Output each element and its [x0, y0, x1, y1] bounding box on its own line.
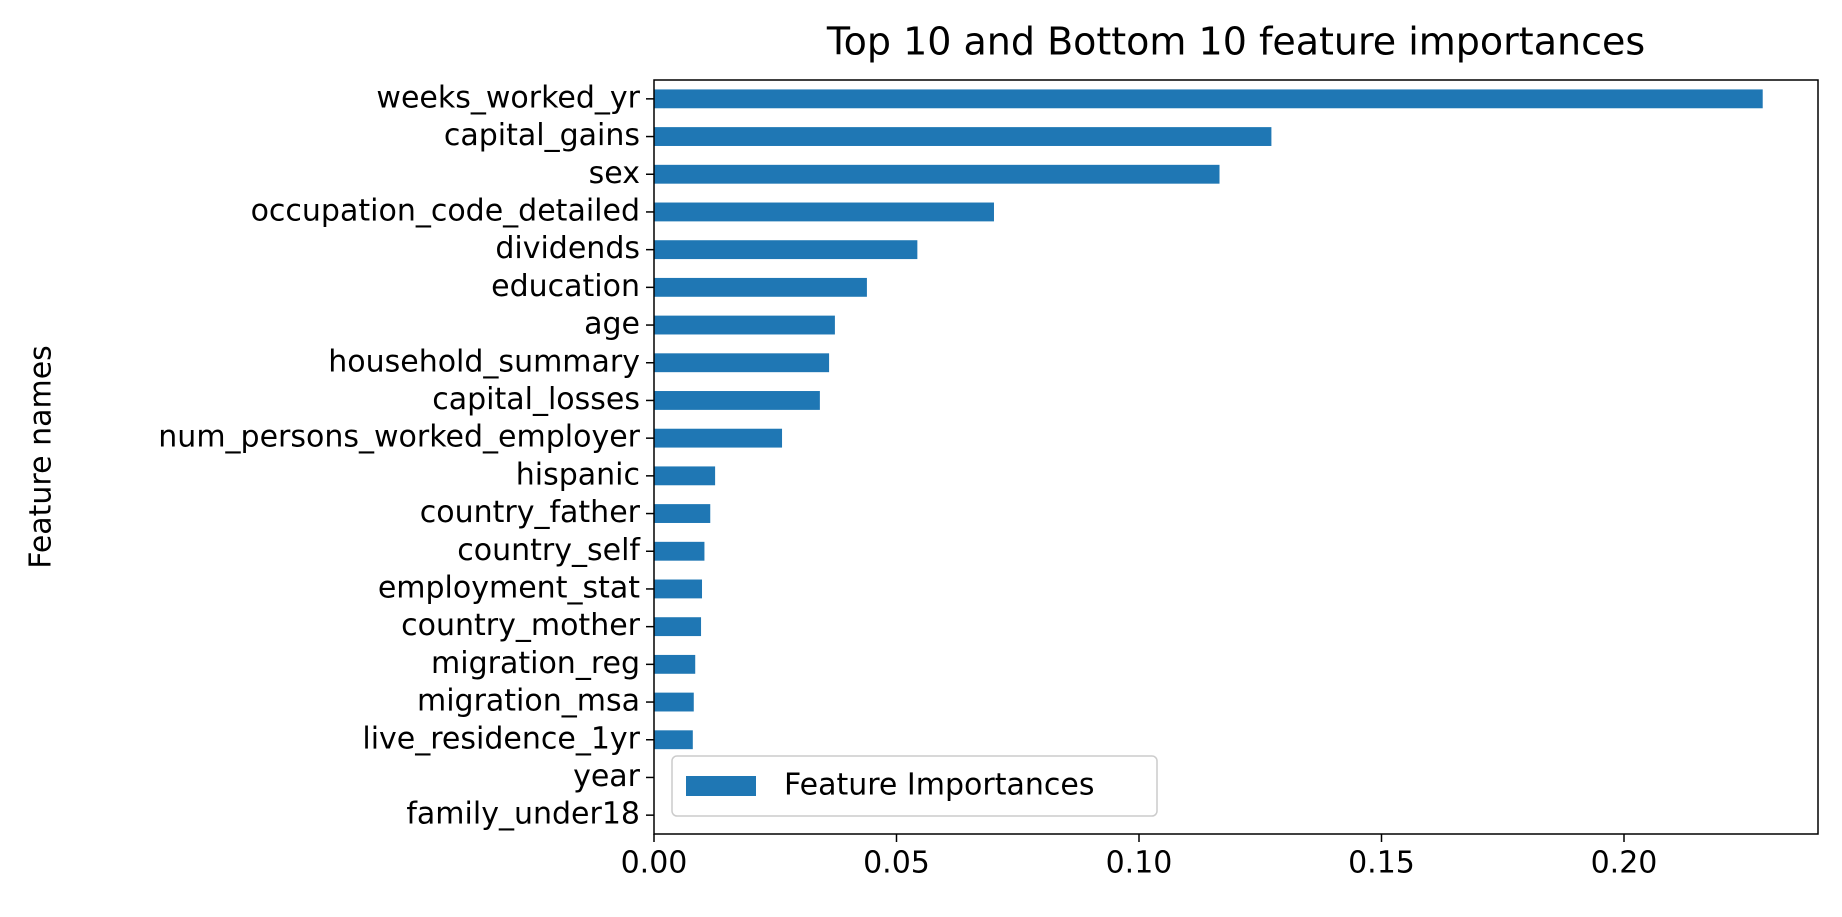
y-tick-label: education	[491, 269, 640, 304]
legend-swatch	[686, 776, 756, 796]
bar	[654, 202, 994, 222]
legend: Feature Importances	[671, 755, 1158, 817]
bar	[654, 127, 1272, 146]
bar	[654, 391, 820, 410]
x-tick-label: 0.10	[1106, 846, 1173, 881]
y-tick-label: migration_reg	[431, 646, 640, 681]
bar	[654, 89, 1763, 109]
bar	[654, 692, 694, 712]
bar	[654, 164, 1220, 184]
chart-title: Top 10 and Bottom 10 feature importances	[826, 20, 1645, 64]
bar	[654, 466, 716, 486]
bar	[654, 617, 702, 637]
bar	[654, 240, 918, 260]
bar	[654, 541, 705, 561]
bar	[654, 730, 693, 750]
bar	[654, 654, 696, 674]
bar	[654, 353, 830, 373]
y-tick-label: weeks_worked_yr	[376, 80, 640, 115]
y-axis-label: Feature names	[24, 345, 59, 569]
y-tick-label: dividends	[495, 231, 640, 266]
plot-frame	[653, 79, 1819, 835]
legend-label: Feature Importances	[784, 768, 1094, 803]
y-tick-label: capital_gains	[444, 118, 640, 153]
bar	[654, 315, 835, 335]
y-tick-label: family_under18	[406, 797, 640, 832]
y-tick-label: country_father	[420, 495, 641, 530]
x-tick-label: 0.00	[621, 846, 688, 881]
y-tick-label: year	[573, 759, 641, 794]
x-tick-label: 0.15	[1348, 846, 1415, 881]
y-tick-label: country_mother	[401, 608, 641, 643]
y-tick-label: country_self	[457, 533, 641, 568]
y-tick-label: sex	[589, 156, 640, 191]
y-tick-label: migration_msa	[417, 684, 640, 719]
bar	[654, 277, 867, 297]
bar	[654, 428, 783, 448]
y-tick-label: age	[584, 307, 640, 342]
y-tick-label: hispanic	[516, 457, 640, 492]
legend-frame	[671, 755, 1158, 817]
y-tick-label: num_persons_worked_employer	[158, 420, 640, 455]
y-tick-label: live_residence_1yr	[362, 721, 640, 756]
x-tick-label: 0.05	[863, 846, 930, 881]
bar	[654, 579, 703, 599]
y-tick-label: employment_stat	[378, 570, 640, 605]
y-tick-label: capital_losses	[432, 382, 640, 417]
bar	[654, 504, 711, 523]
x-tick-label: 0.20	[1591, 846, 1658, 881]
y-tick-label: household_summary	[328, 344, 640, 379]
y-tick-label: occupation_code_detailed	[251, 193, 640, 228]
